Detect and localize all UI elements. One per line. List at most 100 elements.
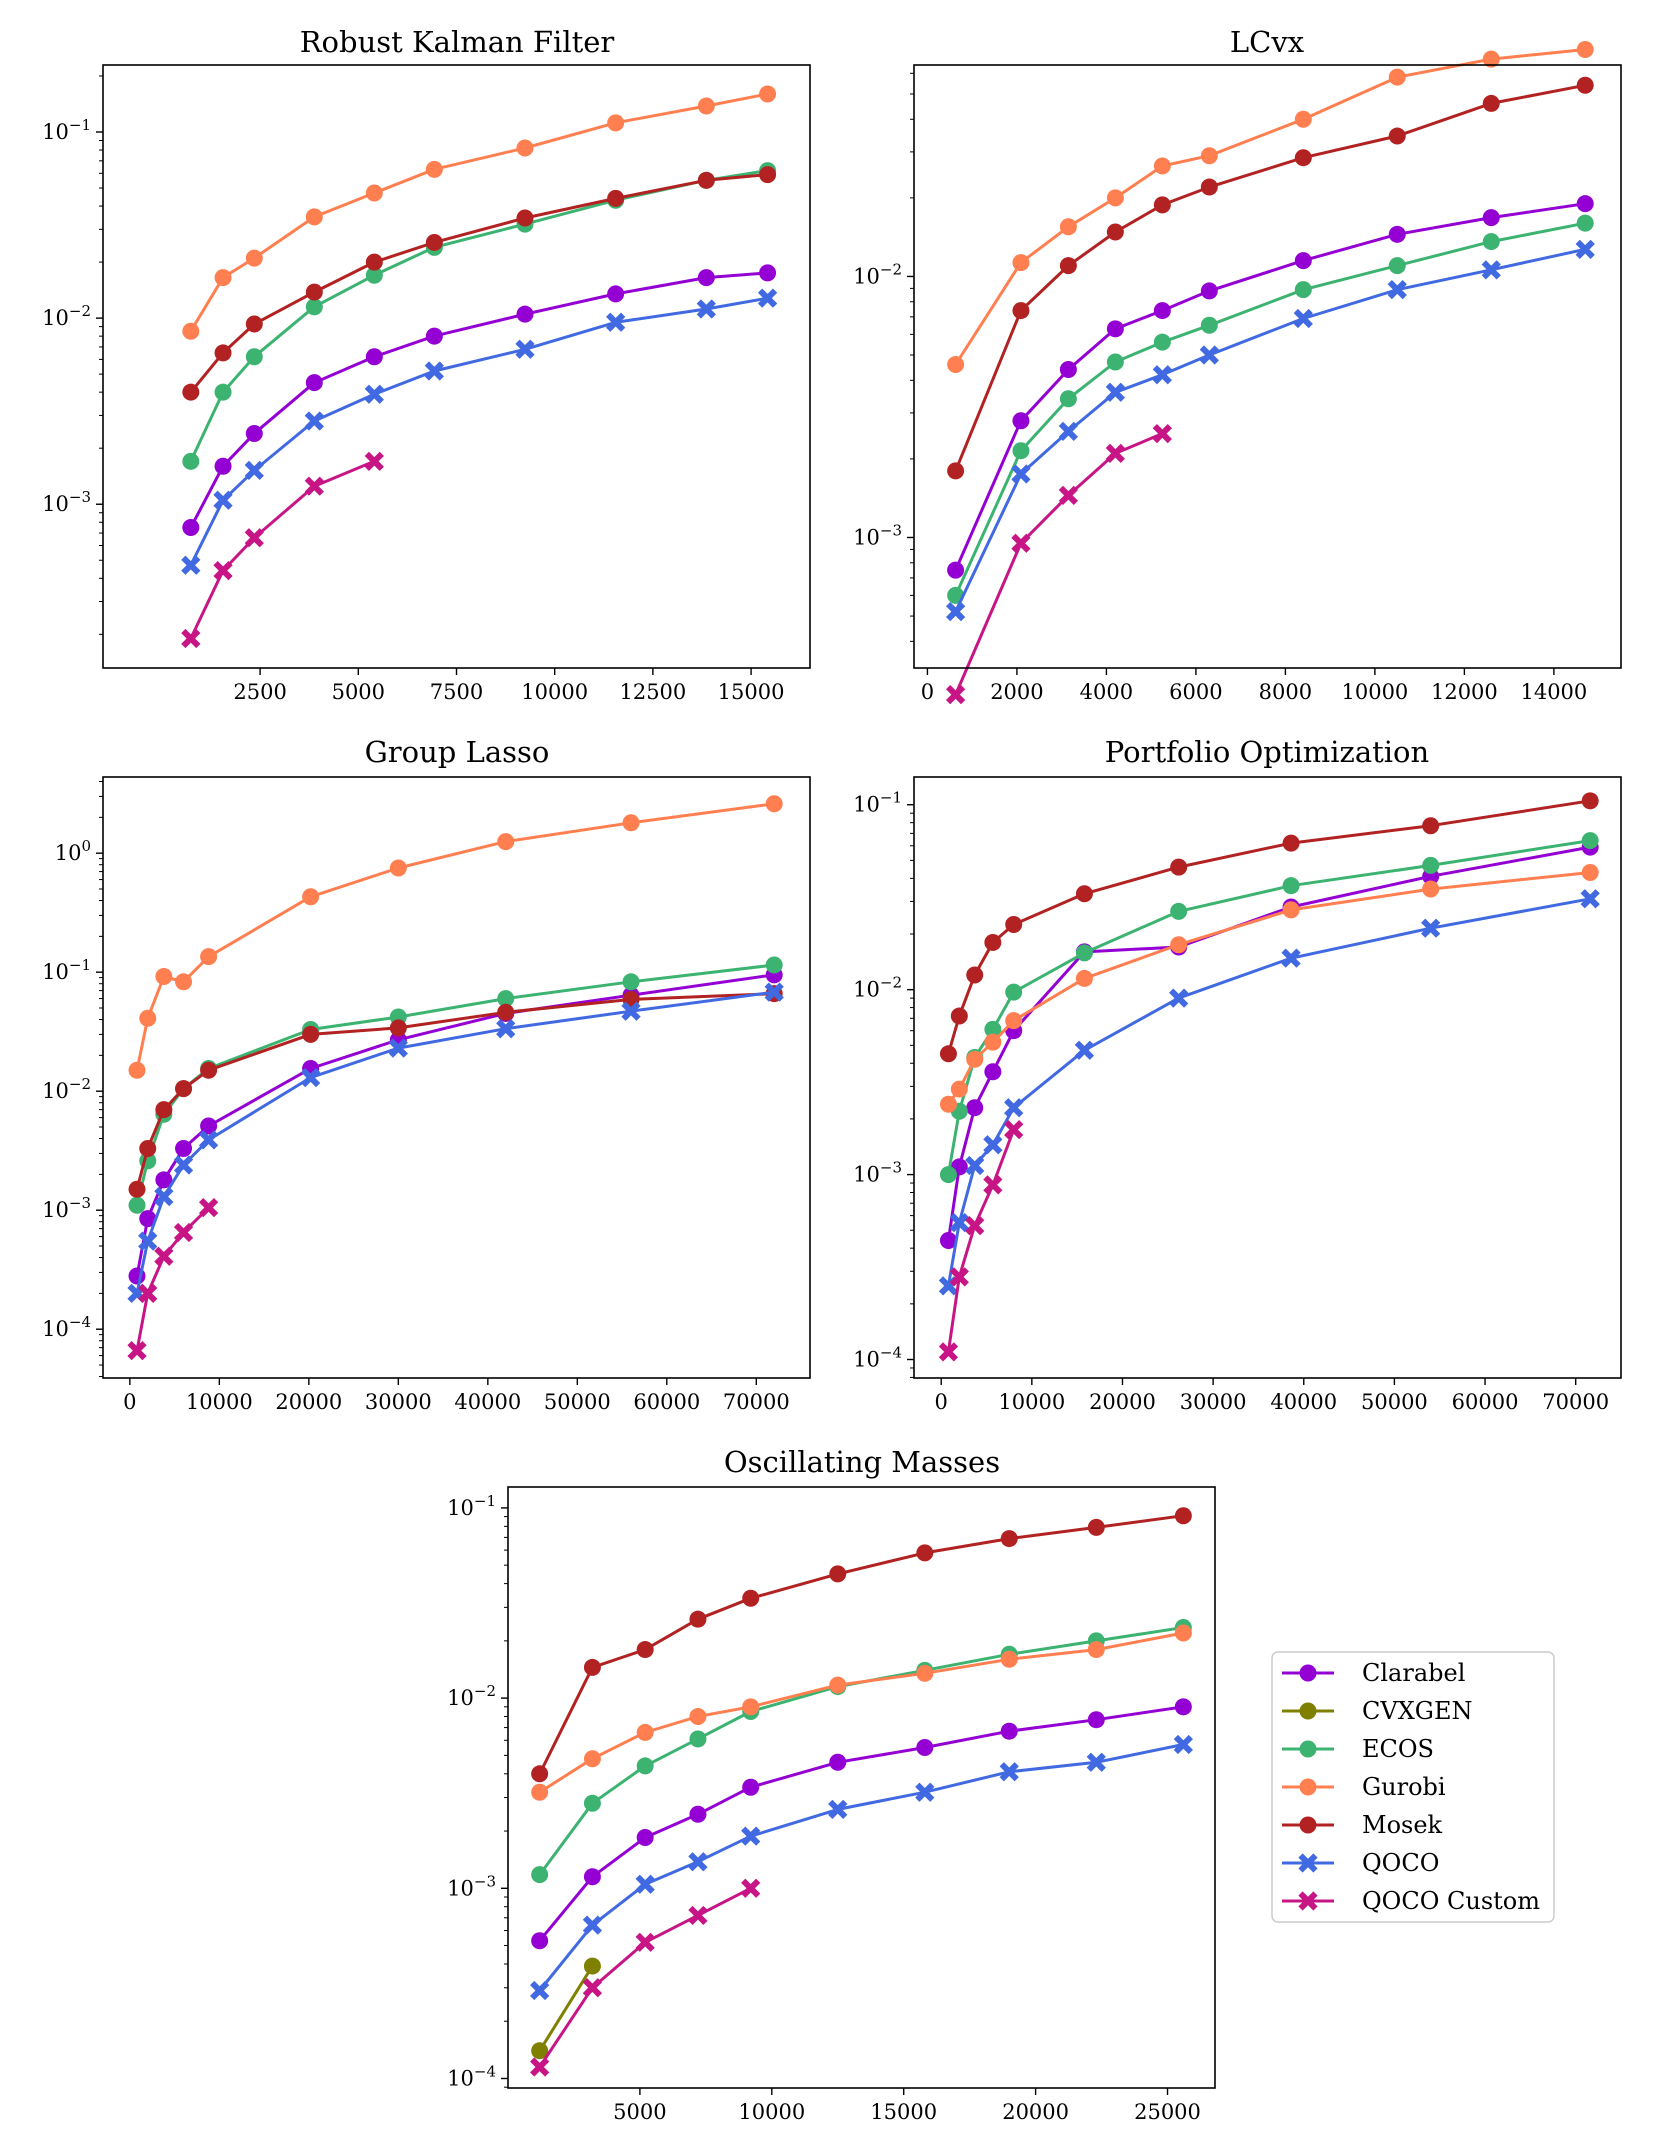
x-tick-label: 7500 [430,680,483,704]
legend-items: Clarabel CVXGEN ECOS Gurobi Mosek QOCO QOCO Cu… [1282,1659,1540,1915]
data-point [697,269,715,287]
plot-area: 0 10000 20000 30000 40000 50000 60000 70000 10−4… [853,776,1622,1414]
data-point [1387,280,1407,300]
y-axis: 10−4 10−3 10−2 10−1 100 [42,781,103,1378]
y-tick-label: 10−2 [447,1682,496,1710]
x-tick-label: 70000 [723,1390,790,1414]
data-point [496,1019,516,1039]
data-point [1106,223,1124,241]
data-point [689,1708,707,1726]
data-point [531,1932,549,1950]
data-point [697,97,715,115]
data-point [583,1794,601,1812]
data-point [155,1171,173,1189]
legend-marker [1299,1778,1317,1796]
data-point [966,1099,984,1117]
series-line [189,173,768,394]
data-point [983,1135,1003,1155]
data-point [182,383,200,401]
x-tick-label: 10000 [998,1390,1065,1414]
data-point [636,1641,654,1659]
panel-group-lasso: Group Lasso 0 10000 20000 30000 40000 50000 60… [42,735,811,1414]
x-tick-label: 2500 [233,680,286,704]
data-point [1153,157,1171,175]
x-tick-label: 15000 [718,680,785,704]
legend-item-gurobi: Gurobi [1282,1773,1446,1801]
data-point [1153,302,1171,320]
legend-item-mosek: Mosek [1282,1811,1443,1839]
series-qoco [938,889,1600,1296]
data-point [1087,1711,1105,1729]
x-tick-label: 8000 [1259,680,1312,704]
y-tick-label: 10−4 [42,1313,91,1341]
series-line [954,202,1586,571]
data-point [214,457,232,475]
data-point [688,1905,708,1926]
x-tick-label: 40000 [1270,1390,1337,1414]
data-point [1422,856,1440,874]
x-tick-label: 40000 [454,1390,521,1414]
data-point [155,967,173,985]
series-line [954,247,1586,613]
data-point [1005,1012,1023,1030]
data-point [425,233,443,251]
series-clarabel [128,966,783,1285]
plot-area: 2500 5000 7500 10000 12500 15000 10−3 10−2 10−1 [42,64,811,704]
data-point [916,1738,934,1756]
chart-title: Group Lasso [365,735,550,769]
series-line [135,802,775,1071]
data-point [966,966,984,984]
data-point [1422,880,1440,898]
data-point [173,1222,194,1243]
data-point [1388,225,1406,243]
x-tick-label: 6000 [1169,680,1222,704]
data-point [138,1231,158,1251]
data-point [939,1045,957,1063]
series-qoco [127,982,784,1304]
data-point [582,1978,603,1998]
data-point [1575,239,1595,259]
data-point [198,1130,219,1150]
series-line [538,1631,1184,1794]
data-point [1282,901,1300,919]
data-point [139,1139,157,1157]
data-point [965,1215,985,1236]
data-point [531,1866,549,1884]
data-point [516,209,534,227]
data-point [304,411,324,431]
data-point [305,374,323,392]
data-point [182,322,200,340]
plot-area: 0 2000 4000 6000 8000 10000 12000 14000 10−3 10−2 [853,41,1622,705]
data-point [302,1025,320,1043]
data-point [915,1782,935,1802]
data-point [621,1001,641,1021]
data-point [689,1730,707,1748]
series-clarabel [182,264,777,536]
data-point [622,973,640,991]
data-point [213,560,233,581]
legend-item-clarabel: Clarabel [1282,1659,1465,1687]
series-mosek [947,76,1594,480]
data-point [181,555,201,575]
data-point [1199,345,1219,365]
x-tick-label: 0 [921,680,934,704]
data-point [304,476,324,496]
legend-frame [1271,1651,1555,1923]
data-point [425,160,443,178]
data-point [635,1932,655,1952]
series-ecos [939,832,1599,1184]
x-tick-label: 10000 [521,680,588,704]
data-point [939,1095,957,1113]
data-point [829,1753,847,1771]
data-point [138,1283,158,1304]
data-point [984,1033,1002,1051]
series-gurobi [531,1624,1192,1801]
series-clarabel [947,195,1594,579]
data-point [1173,1734,1193,1755]
panel-portfolio-optimization: Portfolio Optimization 0 10000 20000 30000 4… [853,735,1622,1414]
data-point [139,1210,157,1228]
series-gurobi [939,864,1599,1113]
data-point [1012,412,1030,430]
x-tick-label: 60000 [633,1390,700,1414]
data-point [1580,889,1600,909]
